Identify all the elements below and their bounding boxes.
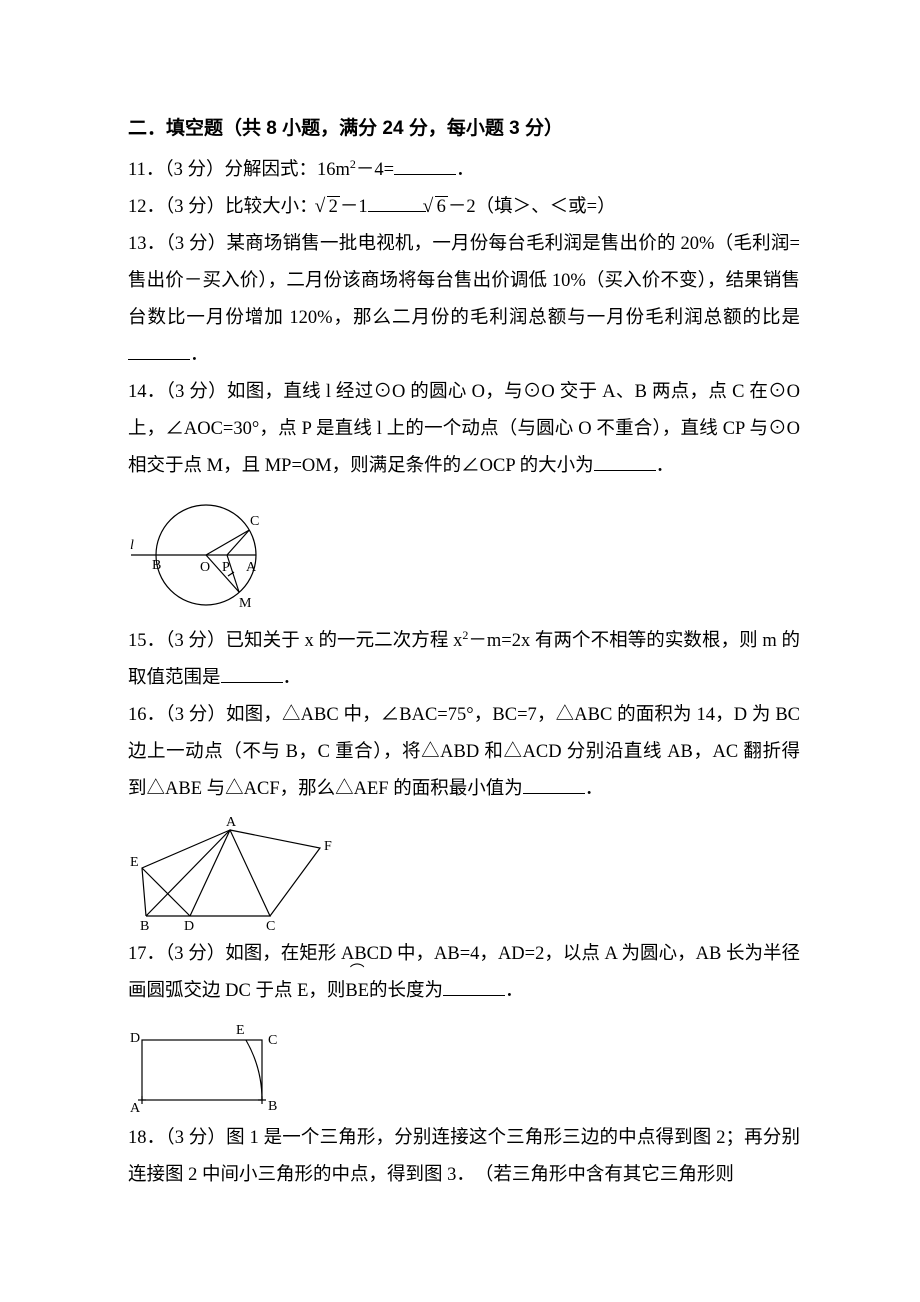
q12-prefix: 12．（3 分）比较大小：: [128, 197, 318, 217]
figure-14: l B O P A C M: [128, 489, 800, 617]
question-14: 14．（3 分）如图，直线 l 经过⊙O 的圆心 O，与⊙O 交于 A、B 两点…: [128, 374, 800, 485]
fig14-label-M: M: [239, 596, 252, 611]
q14-blank: [594, 452, 656, 472]
fig14-label-C: C: [250, 514, 259, 529]
q14-a: 14．（3 分）如图，直线 l 经过⊙O 的圆心 O，与⊙O 交于 A、B 两点…: [128, 382, 800, 476]
q15-c: ．: [283, 668, 302, 688]
fig14-label-B: B: [152, 558, 161, 573]
fig17-label-C: C: [268, 1033, 277, 1048]
figure-17: D E C A B: [128, 1014, 800, 1114]
q17-blank: [443, 977, 505, 997]
question-11: 11．（3 分）分解因式：16m2－4=．: [128, 152, 800, 189]
q12-mid1: －1: [340, 197, 368, 217]
question-12: 12．（3 分）比较大小： 2－1 6－2（填＞、＜或=）: [128, 189, 800, 226]
question-13: 13．（3 分）某商场销售一批电视机，一月份每台毛利润是售出价的 20%（毛利润…: [128, 226, 800, 374]
section-header: 二．填空题（共 8 小题，满分 24 分，每小题 3 分）: [128, 110, 800, 148]
question-17: 17．（3 分）如图，在矩形 ABCD 中，AB=4，AD=2，以点 A 为圆心…: [128, 936, 800, 1010]
q17-b: 的长度为: [369, 981, 443, 1001]
q14-b: ．: [656, 456, 675, 476]
q13-b: ．: [190, 345, 209, 365]
q12-rad1: 2: [318, 189, 340, 226]
q13-blank: [128, 341, 190, 361]
q11-mid: －4=: [356, 160, 394, 180]
fig16-label-A: A: [226, 815, 237, 830]
q15-blank: [221, 664, 283, 684]
fig16-label-B: B: [140, 919, 149, 930]
fig17-label-B: B: [268, 1099, 277, 1114]
question-15: 15．（3 分）已知关于 x 的一元二次方程 x2－m=2x 有两个不相等的实数…: [128, 623, 800, 697]
question-18: 18．（3 分）图 1 是一个三角形，分别连接这个三角形三边的中点得到图 2；再…: [128, 1120, 800, 1194]
q16-a: 16．（3 分）如图，△ABC 中，∠BAC=75°，BC=7，△ABC 的面积…: [128, 705, 800, 799]
fig17-label-D: D: [130, 1031, 140, 1046]
fig16-label-D: D: [184, 919, 194, 930]
fig16-label-C: C: [266, 919, 275, 930]
q16-b: ．: [585, 779, 604, 799]
q12-rad2-val: 6: [435, 196, 448, 217]
fig14-label-P: P: [222, 560, 230, 575]
fig14-label-O: O: [200, 560, 210, 575]
q11-blank: [394, 156, 456, 176]
q16-blank: [523, 775, 585, 795]
q11-tail: ．: [456, 160, 475, 180]
fig16-label-E: E: [130, 855, 139, 870]
question-16: 16．（3 分）如图，△ABC 中，∠BAC=75°，BC=7，△ABC 的面积…: [128, 697, 800, 808]
fig16-label-F: F: [324, 839, 332, 854]
fig17-label-A: A: [130, 1101, 141, 1114]
figure-16: A F E B D C: [128, 812, 800, 930]
q18-text: 18．（3 分）图 1 是一个三角形，分别连接这个三角形三边的中点得到图 2；再…: [128, 1128, 800, 1185]
q11-prefix: 11．（3 分）分解因式：16m: [128, 160, 350, 180]
q12-rad1-val: 2: [327, 196, 340, 217]
q17-c: ．: [505, 981, 524, 1001]
q12-blank: [368, 193, 426, 213]
fig14-label-l: l: [130, 538, 134, 553]
q12-rad2: 6: [426, 189, 448, 226]
q13-a: 13．（3 分）某商场销售一批电视机，一月份每台毛利润是售出价的 20%（毛利润…: [128, 234, 800, 328]
q12-mid2: －2（填＞、＜或=）: [448, 197, 616, 217]
q15-a: 15．（3 分）已知关于 x 的一元二次方程 x: [128, 631, 462, 651]
fig14-label-A: A: [246, 560, 257, 575]
fig17-label-E: E: [236, 1023, 245, 1038]
q17-arc: BE: [345, 973, 369, 1010]
